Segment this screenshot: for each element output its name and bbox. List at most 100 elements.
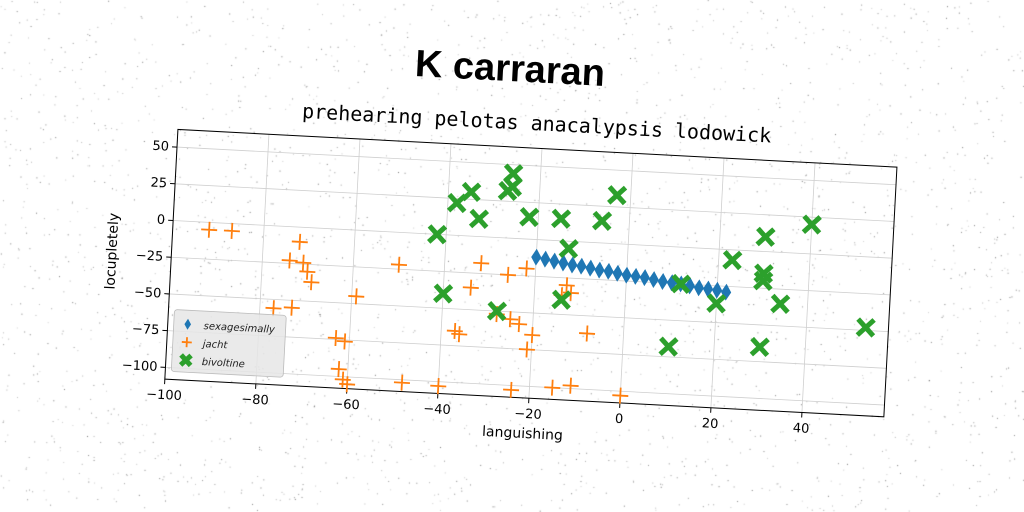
data-point xyxy=(303,274,320,291)
data-point xyxy=(518,341,535,358)
data-point xyxy=(531,248,542,266)
y-gridline xyxy=(165,366,885,406)
data-point xyxy=(594,261,605,279)
x-gridline xyxy=(437,143,452,394)
data-point xyxy=(433,283,454,304)
y-tick-label: 25 xyxy=(150,176,167,192)
data-point xyxy=(558,254,569,272)
y-axis-label: locupletely xyxy=(102,212,122,289)
data-point xyxy=(591,210,613,231)
data-point xyxy=(283,299,300,316)
data-point xyxy=(451,326,468,343)
data-point xyxy=(393,374,410,391)
series-bivoltine xyxy=(427,163,876,358)
data-point xyxy=(562,377,579,394)
data-point xyxy=(330,361,347,378)
data-point xyxy=(551,208,572,229)
legend-label: jacht xyxy=(200,339,228,351)
data-point xyxy=(639,269,650,287)
data-point xyxy=(499,266,517,283)
x-tick-label: −100 xyxy=(146,387,182,404)
data-point xyxy=(339,376,356,393)
legend-label: bivoltine xyxy=(201,357,245,370)
y-tick-label: −25 xyxy=(135,248,163,264)
legend: sexagesimally jacht bivoltine xyxy=(171,309,287,378)
data-point xyxy=(855,317,876,338)
x-axis-label: languishing xyxy=(482,424,564,444)
legend-box xyxy=(171,309,287,378)
legend-entry: bivoltine xyxy=(178,353,245,370)
data-point xyxy=(446,322,463,340)
data-point xyxy=(706,293,727,314)
data-point xyxy=(607,185,628,206)
data-point xyxy=(201,221,218,238)
data-point xyxy=(184,318,192,330)
data-point xyxy=(648,271,659,289)
x-tick-label: 0 xyxy=(615,412,624,427)
data-point xyxy=(462,279,479,296)
data-point xyxy=(753,270,774,291)
x-tick-label: −40 xyxy=(423,402,451,418)
data-point xyxy=(511,316,528,333)
data-point xyxy=(427,224,448,245)
data-point xyxy=(281,252,298,269)
data-point xyxy=(612,264,623,282)
data-point xyxy=(722,250,743,271)
data-point xyxy=(693,279,705,297)
x-tick-label: 40 xyxy=(792,421,809,437)
data-point xyxy=(461,181,482,203)
data-point xyxy=(801,214,822,235)
series-sexagesimally xyxy=(531,248,732,301)
data-point xyxy=(544,379,561,396)
data-point xyxy=(390,256,408,273)
y-tick-label: −75 xyxy=(132,322,160,338)
x-tick-label: −80 xyxy=(241,392,269,408)
data-point xyxy=(336,333,353,350)
x-gridline xyxy=(528,148,543,399)
data-point xyxy=(540,250,551,268)
data-point xyxy=(579,325,596,342)
data-point xyxy=(562,284,579,301)
data-point xyxy=(612,387,629,404)
data-point xyxy=(524,327,541,344)
data-point xyxy=(558,277,575,294)
data-point xyxy=(519,207,540,228)
data-point xyxy=(327,329,344,347)
data-point xyxy=(567,256,578,274)
chart-subtitle: prehearing pelotas anacalypsis lodowick xyxy=(302,99,772,148)
data-series xyxy=(201,163,876,404)
data-point xyxy=(630,267,641,285)
data-point xyxy=(585,259,596,277)
data-point xyxy=(518,260,535,277)
rotated-plot-group: prehearing pelotas anacalypsis lodowick … xyxy=(102,99,898,444)
data-point xyxy=(223,222,240,239)
data-point xyxy=(486,301,508,322)
data-point xyxy=(473,255,490,272)
data-point xyxy=(770,293,791,314)
data-point xyxy=(497,180,518,202)
y-tick-label: 0 xyxy=(156,213,165,228)
data-point xyxy=(549,252,560,270)
data-point xyxy=(670,273,691,295)
legend-entry: sexagesimally xyxy=(184,318,276,336)
x-gridline xyxy=(346,138,361,389)
data-point xyxy=(558,238,579,259)
data-point xyxy=(657,273,668,290)
data-point xyxy=(551,289,572,310)
y-tick-label: −100 xyxy=(121,358,157,375)
y-tick-label: −50 xyxy=(133,285,161,301)
data-point xyxy=(348,288,365,305)
data-point xyxy=(430,378,447,395)
data-point xyxy=(468,208,490,229)
axis-ticks: −100 −80 −60 −40 −20 0 20 40 50 25 0 −25 −50 −75 −100 xyxy=(121,139,809,437)
data-point xyxy=(299,263,316,280)
data-point xyxy=(178,353,193,368)
data-point xyxy=(295,254,312,271)
plot-frame xyxy=(164,128,898,418)
data-point xyxy=(503,381,520,398)
y-gridline xyxy=(173,220,893,259)
data-point xyxy=(749,336,770,358)
y-gridline xyxy=(176,146,897,186)
